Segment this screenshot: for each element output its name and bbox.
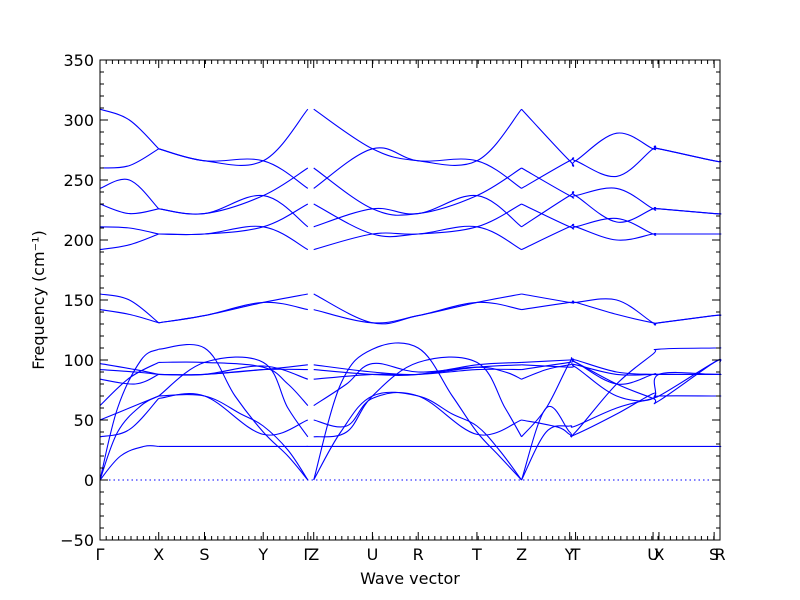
plot-frame (99, 59, 721, 541)
band-11-segment-2 (313, 225, 522, 251)
band-10-segment-0 (99, 293, 160, 324)
band-15-segment-1 (158, 148, 309, 189)
band-11-segment-3 (521, 223, 722, 251)
band-lines (99, 108, 722, 481)
x-tick-label: Γ (96, 545, 105, 564)
x-axis-ticks: Γ X S Y ΓZ U R T Z YT UX SR (96, 60, 726, 564)
x-tick-label: S (709, 545, 719, 564)
band-15-segment-3 (521, 145, 722, 189)
band-4-segment-0 (99, 395, 159, 421)
y-tick-label: 300 (63, 111, 94, 130)
x-tick-label: Z (308, 545, 319, 564)
band-14-segment-2 (313, 167, 522, 216)
band-8-segment-0 (99, 363, 159, 375)
y-tick-label: 150 (63, 291, 94, 310)
band-10-segment-2 (313, 293, 522, 325)
x-tick-label: Z (516, 545, 527, 564)
x-tick-label: X (653, 545, 664, 564)
band-13-segment-1 (158, 194, 309, 228)
band-12-segment-3 (521, 203, 722, 236)
x-tick-label: U (647, 545, 659, 564)
band-9-segment-0 (99, 309, 159, 324)
band-2-segment-2 (313, 342, 522, 481)
band-14-segment-0 (99, 178, 160, 210)
x-tick-label: S (199, 545, 209, 564)
band-15-segment-2 (313, 147, 522, 189)
band-13-segment-0 (99, 203, 159, 215)
x-tick-label: T (471, 545, 482, 564)
band-4-segment-1 (158, 356, 309, 438)
band-14-segment-3 (521, 167, 722, 215)
y-axis-label: Frequency (cm⁻¹) (29, 230, 48, 369)
y-tick-label: 250 (63, 171, 94, 190)
band-12-segment-0 (99, 226, 159, 235)
band-15-segment-0 (99, 148, 159, 169)
band-3-segment-3 (521, 359, 722, 437)
band-8-segment-1 (158, 368, 308, 376)
band-5-segment-1 (158, 361, 309, 406)
band-8-segment-2 (313, 361, 522, 376)
band-10-segment-1 (158, 293, 308, 324)
band-4-segment-2 (313, 356, 523, 438)
band-11-segment-0 (99, 233, 159, 251)
y-tick-label: 200 (63, 231, 94, 250)
band-12-segment-1 (158, 203, 309, 236)
band-9-segment-2 (313, 301, 522, 324)
band-16-segment-3 (521, 108, 722, 167)
y-tick-label: 100 (63, 351, 94, 370)
x-tick-label: U (367, 545, 379, 564)
x-tick-label: X (153, 545, 164, 564)
x-tick-label: R (714, 545, 725, 564)
band-5-segment-0 (99, 361, 159, 407)
band-16-segment-1 (158, 108, 309, 167)
band-10-segment-3 (521, 293, 722, 326)
band-12-segment-2 (313, 203, 522, 238)
band-16-segment-2 (313, 108, 522, 167)
band-16-segment-0 (99, 108, 160, 150)
y-tick-label: −50 (60, 531, 94, 550)
x-tick-label: T (570, 545, 581, 564)
band-1-segment-3 (521, 395, 722, 481)
x-tick-label: Y (257, 545, 268, 564)
y-tick-label: 50 (74, 411, 94, 430)
x-axis-label: Wave vector (360, 569, 460, 588)
band-14-segment-1 (158, 167, 309, 215)
band-9-segment-3 (521, 300, 722, 325)
band-2-segment-1 (158, 344, 309, 481)
x-tick-label: Γ (303, 545, 312, 564)
band-1-segment-1 (158, 394, 309, 481)
x-tick-label: R (413, 545, 424, 564)
band-6-segment-0 (99, 373, 159, 385)
band-2-segment-0 (99, 348, 159, 481)
band-11-segment-1 (158, 225, 309, 251)
y-tick-label: 0 (84, 471, 94, 490)
band-1-segment-2 (313, 391, 522, 481)
band-8-segment-3 (521, 358, 722, 376)
band-0-segment-0 (99, 445, 159, 481)
band-3-segment-2 (313, 391, 522, 436)
band-5-segment-2 (313, 362, 522, 407)
x-tick-label: Y (564, 545, 575, 564)
band-13-segment-3 (521, 191, 722, 228)
band-3-segment-1 (158, 393, 309, 436)
band-3-segment-0 (99, 398, 160, 438)
y-axis-ticks: −50 0 50 100 150 200 250 300 350 (60, 51, 720, 550)
y-tick-label: 350 (63, 51, 94, 70)
